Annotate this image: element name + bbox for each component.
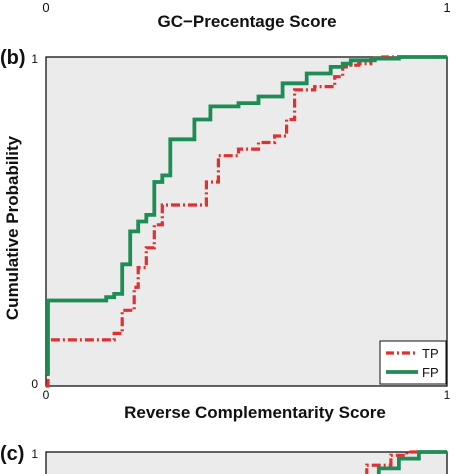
panel-b-label: (b) (0, 47, 26, 69)
panel-b-x-tick-left: 0 (43, 388, 50, 402)
panel-b-legend: TP FP (379, 340, 447, 385)
series-fp-line (46, 55, 447, 375)
panel-b-y-tick-bottom: 0 (31, 377, 38, 391)
panel-b-x-axis-label: Reverse Complementarity Score (124, 403, 386, 422)
legend-box (379, 340, 447, 385)
panel-c-y-tick-top: 1 (31, 447, 38, 461)
panel-c-plot-area (45, 451, 448, 474)
panel-b-plot-area (45, 56, 448, 387)
panel-b-x-tick-right: 1 (444, 388, 451, 402)
series-tp-line (46, 55, 447, 388)
panel-b-y-tick-top: 1 (31, 52, 38, 66)
top-x-tick-left: 0 (42, 0, 49, 15)
panel-b: (b) 1 0 0 1 Cumulative Probability Rever… (0, 47, 451, 422)
panel-c: (c) 1 (0, 443, 448, 474)
series-tp-line (365, 450, 447, 474)
series-fp-line (376, 450, 447, 474)
top-x-tick-right: 1 (443, 0, 450, 15)
top-x-axis-label: GC−Precentage Score (157, 12, 336, 31)
panel-c-label: (c) (0, 443, 24, 465)
panel-b-series (46, 55, 447, 388)
panel-b-y-axis-label: Cumulative Probability (3, 135, 22, 320)
legend-tp-label: TP (422, 346, 439, 361)
legend-fp-label: FP (422, 365, 439, 380)
panel-c-series (365, 450, 447, 474)
